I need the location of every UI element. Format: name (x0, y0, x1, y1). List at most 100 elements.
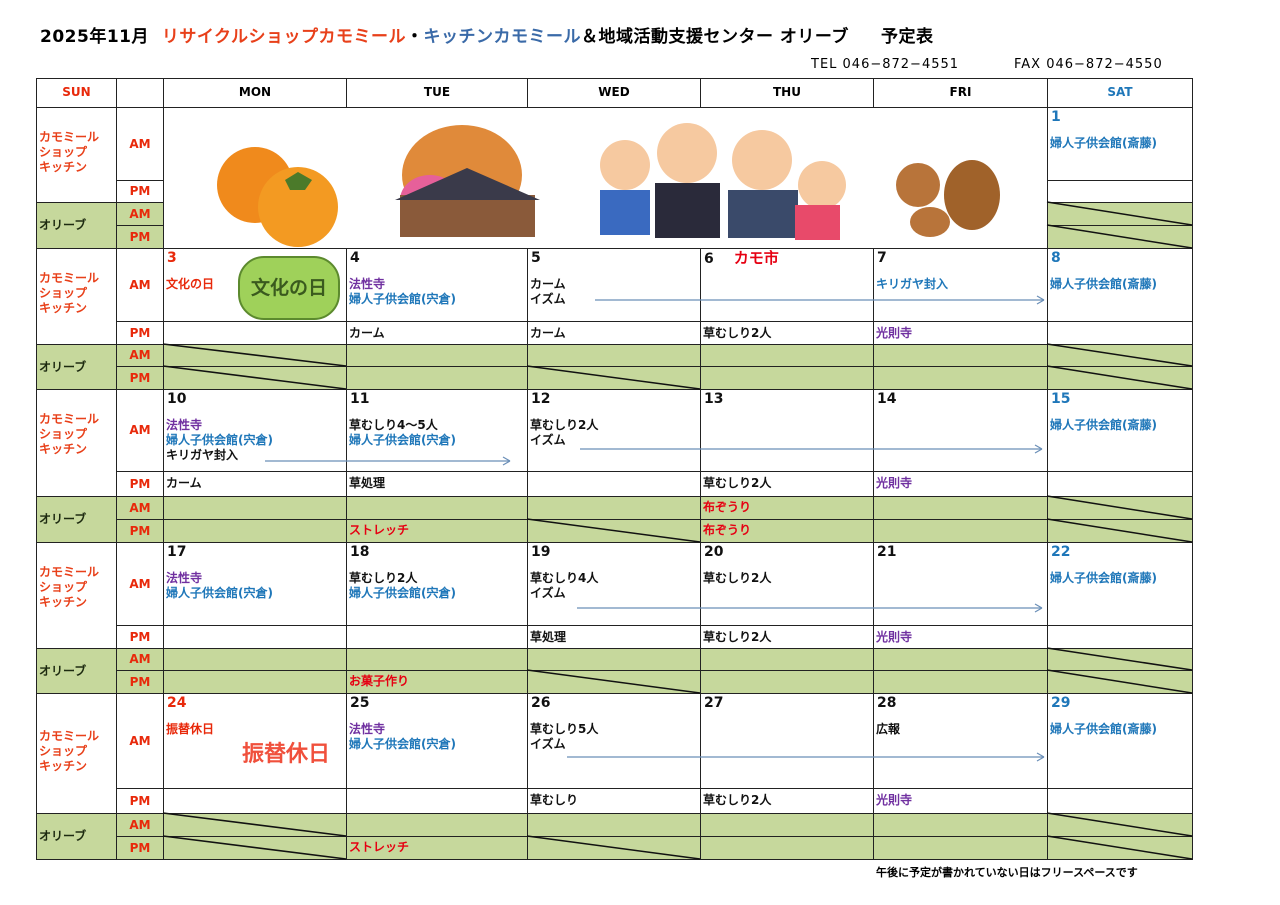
olive-am-13: 布ぞうり (700, 496, 874, 520)
am-label: AM (116, 389, 164, 472)
day-number: 13 (704, 391, 724, 407)
day-cell-5: 5 カーム イズム (527, 248, 701, 322)
day-cell-14: 14 (873, 389, 1048, 472)
schedule-item: 草むしり2人 (703, 326, 772, 340)
pm-items: カーム (164, 472, 346, 491)
closed-slash (1046, 669, 1193, 694)
olive-pm-10 (163, 519, 347, 543)
am-label: AM (116, 107, 164, 181)
day-number: 21 (877, 544, 897, 560)
footer-note: 午後に予定が書かれていない日はフリースペースです (876, 866, 1138, 879)
day-number: 14 (877, 391, 897, 407)
arrow-head (1036, 752, 1045, 758)
header-fri: FRI (873, 78, 1048, 108)
title-shop: リサイクルショップカモミール (161, 27, 406, 47)
pm-items: 草処理 (347, 472, 527, 491)
am-items: 婦人子供会館(斎藤) (1048, 269, 1192, 292)
schedule-item: 婦人子供会館(宍倉) (166, 433, 273, 447)
day-number: 15 (1051, 391, 1071, 407)
closed-slash (1046, 812, 1193, 837)
day-number: 25 (350, 695, 370, 711)
schedule-item: 婦人子供会館(宍倉) (349, 586, 456, 600)
family-illustration (657, 123, 717, 183)
schedule-item: 婦人子供会館(宍倉) (349, 433, 456, 447)
arrow-head (1034, 603, 1043, 609)
schedule-item: 婦人子供会館(宍倉) (349, 292, 456, 306)
am-items: 草むしり2人 イズム (528, 410, 700, 448)
schedule-item: 婦人子供会館(斎藤) (1050, 571, 1157, 585)
day-number: 29 (1051, 695, 1071, 711)
day-cell-12: 12 草むしり2人 イズム (527, 389, 701, 472)
schedule-item: 草むしり5人 (530, 722, 599, 736)
chamomile-label: カモミール ショップ キッチン (36, 248, 117, 345)
temple-roof (395, 168, 540, 200)
day-number: 24 (167, 695, 187, 711)
am-label: AM (116, 202, 164, 226)
schedule-item: 光則寺 (876, 476, 913, 490)
am-items: 文化の日 (164, 269, 346, 292)
closed-slash (526, 835, 701, 860)
pm-label: PM (116, 225, 164, 249)
am-items: カーム イズム (528, 269, 700, 307)
family-illustration (600, 190, 650, 235)
schedule-item: 光則寺 (876, 326, 913, 340)
day-cell-6: 6 カモ市 (700, 248, 874, 322)
day-number: 17 (167, 544, 187, 560)
pm-items: カーム (528, 322, 700, 341)
closed-slash (1046, 518, 1193, 543)
arrow-head (1036, 299, 1045, 305)
pm-items: 草むしり (528, 789, 700, 808)
arrow-head (1034, 448, 1043, 454)
closed-slash (162, 835, 347, 860)
schedule-item: 婦人子供会館(斎藤) (1050, 722, 1157, 736)
am-items: 草むしり2人 婦人子供会館(宍倉) (347, 563, 527, 601)
olive-pm-25: ストレッチ (346, 836, 528, 860)
closed-slash (1046, 224, 1193, 249)
bunka-badge: 文化の日 (238, 256, 340, 320)
closed-slash (1046, 201, 1193, 226)
closed-slash (162, 365, 347, 390)
arrow-head (1034, 607, 1043, 613)
family-illustration (655, 183, 720, 238)
am-items: 法性寺 婦人子供会館(宍倉) (164, 563, 346, 601)
olive-label: オリーブ (36, 496, 117, 543)
closed-slash (162, 343, 347, 367)
day-number: 4 (350, 250, 360, 266)
closed-slash (526, 518, 701, 543)
olive-pm-11: ストレッチ (346, 519, 528, 543)
family-illustration (600, 140, 650, 190)
pm-cell-29 (1047, 788, 1193, 814)
schedule-item: 振替休日 (166, 722, 215, 736)
am-items: キリガヤ封入 (874, 269, 1047, 292)
day-number: 7 (877, 250, 887, 266)
schedule-item: キリガヤ封入 (166, 448, 239, 462)
header-sun: SUN (36, 78, 117, 108)
schedule-item: 婦人子供会館(斎藤) (1050, 136, 1157, 150)
schedule-item: イズム (530, 292, 566, 306)
arrow-head (1036, 295, 1045, 301)
day-cell-1: 1 婦人子供会館(斎藤) (1047, 107, 1193, 181)
day-cell-28: 28 広報 (873, 693, 1048, 789)
schedule-item: 広報 (876, 722, 901, 736)
day-number: 20 (704, 544, 724, 560)
schedule-item: キリガヤ封入 (876, 277, 949, 291)
title-month: 2025年11月 (40, 27, 149, 47)
pm-items: 光則寺 (874, 789, 1047, 808)
day-cell-17: 17 法性寺 婦人子供会館(宍倉) (163, 542, 347, 626)
event-label: カモ市 (733, 249, 779, 267)
pm-items: 草むしり2人 (701, 789, 873, 808)
schedule-item: 草むしり2人 (530, 418, 599, 432)
persimmon-illustration (258, 167, 338, 247)
day-number: 26 (531, 695, 551, 711)
day-number: 10 (167, 391, 187, 407)
olive-am-14 (873, 496, 1048, 520)
pm-cell-13: 草むしり2人 (700, 471, 874, 497)
schedule-item: イズム (530, 737, 566, 751)
pm-items: 草むしり2人 (701, 322, 873, 341)
day-cell-24: 24 振替休日 (163, 693, 347, 789)
pm-label: PM (116, 519, 164, 543)
closed-slash (1046, 365, 1193, 390)
am-items: 法性寺 婦人子供会館(宍倉) (347, 714, 527, 752)
schedule-item: 草むしり (530, 793, 579, 807)
